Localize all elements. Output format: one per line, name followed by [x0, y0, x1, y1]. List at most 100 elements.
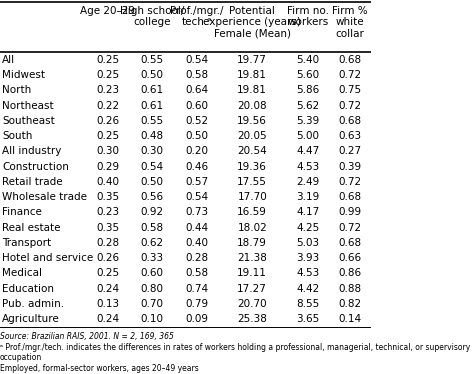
Text: Midwest: Midwest: [2, 70, 45, 80]
Text: 0.60: 0.60: [141, 269, 164, 278]
Text: Employed, formal-sector workers, ages 20–49 years: Employed, formal-sector workers, ages 20…: [0, 364, 199, 373]
Text: 19.77: 19.77: [237, 55, 267, 65]
Text: 0.50: 0.50: [185, 131, 208, 141]
Text: Potential
experience (years)
Female (Mean): Potential experience (years) Female (Mea…: [203, 6, 301, 39]
Text: 5.40: 5.40: [296, 55, 319, 65]
Text: All: All: [2, 55, 15, 65]
Text: 4.53: 4.53: [296, 162, 319, 172]
Text: 0.29: 0.29: [96, 162, 119, 172]
Text: 0.54: 0.54: [141, 162, 164, 172]
Text: 0.68: 0.68: [338, 192, 362, 202]
Text: 0.26: 0.26: [96, 116, 119, 126]
Text: 0.13: 0.13: [96, 299, 119, 309]
Text: 25.38: 25.38: [237, 314, 267, 324]
Text: 0.68: 0.68: [338, 55, 362, 65]
Text: 0.50: 0.50: [141, 70, 164, 80]
Text: 5.86: 5.86: [296, 85, 319, 95]
Text: 0.14: 0.14: [338, 314, 362, 324]
Text: High school/
college: High school/ college: [120, 6, 184, 27]
Text: 0.25: 0.25: [96, 70, 119, 80]
Text: 0.24: 0.24: [96, 314, 119, 324]
Text: 0.26: 0.26: [96, 253, 119, 263]
Text: 20.54: 20.54: [237, 146, 267, 156]
Text: 17.27: 17.27: [237, 283, 267, 294]
Text: South: South: [2, 131, 33, 141]
Text: Prof./mgr./
tech.ᵃ: Prof./mgr./ tech.ᵃ: [170, 6, 223, 27]
Text: Finance: Finance: [2, 207, 42, 217]
Text: 0.44: 0.44: [185, 223, 208, 233]
Text: 2.49: 2.49: [296, 177, 319, 187]
Text: 0.72: 0.72: [338, 223, 362, 233]
Text: 4.42: 4.42: [296, 283, 319, 294]
Text: North: North: [2, 85, 31, 95]
Text: 0.35: 0.35: [96, 192, 119, 202]
Text: 0.23: 0.23: [96, 207, 119, 217]
Text: 0.09: 0.09: [185, 314, 208, 324]
Text: 0.66: 0.66: [338, 253, 362, 263]
Text: 4.53: 4.53: [296, 269, 319, 278]
Text: 0.10: 0.10: [141, 314, 164, 324]
Text: 0.61: 0.61: [141, 85, 164, 95]
Text: 0.61: 0.61: [141, 101, 164, 111]
Text: 0.40: 0.40: [96, 177, 119, 187]
Text: 19.81: 19.81: [237, 85, 267, 95]
Text: 0.30: 0.30: [96, 146, 119, 156]
Text: 0.60: 0.60: [185, 101, 208, 111]
Text: 0.23: 0.23: [96, 85, 119, 95]
Text: 19.36: 19.36: [237, 162, 267, 172]
Text: 0.63: 0.63: [338, 131, 362, 141]
Text: 0.56: 0.56: [141, 192, 164, 202]
Text: ᵃ Prof./mgr./tech. indicates the differences in rates of workers holding a profe: ᵃ Prof./mgr./tech. indicates the differe…: [0, 343, 470, 352]
Text: Pub. admin.: Pub. admin.: [2, 299, 64, 309]
Text: 0.88: 0.88: [338, 283, 362, 294]
Text: 0.24: 0.24: [96, 283, 119, 294]
Text: Firm %
white
collar: Firm % white collar: [332, 6, 368, 39]
Text: 5.03: 5.03: [296, 238, 319, 248]
Text: 19.56: 19.56: [237, 116, 267, 126]
Text: 0.58: 0.58: [185, 269, 208, 278]
Text: Wholesale trade: Wholesale trade: [2, 192, 87, 202]
Text: 0.82: 0.82: [338, 299, 362, 309]
Text: 0.54: 0.54: [185, 192, 208, 202]
Text: 5.39: 5.39: [296, 116, 319, 126]
Text: 0.58: 0.58: [185, 70, 208, 80]
Text: 0.33: 0.33: [141, 253, 164, 263]
Text: 0.46: 0.46: [185, 162, 208, 172]
Text: Hotel and service: Hotel and service: [2, 253, 93, 263]
Text: 0.75: 0.75: [338, 85, 362, 95]
Text: Retail trade: Retail trade: [2, 177, 63, 187]
Text: 20.05: 20.05: [237, 131, 267, 141]
Text: All industry: All industry: [2, 146, 62, 156]
Text: 0.25: 0.25: [96, 131, 119, 141]
Text: 0.40: 0.40: [185, 238, 208, 248]
Text: 0.35: 0.35: [96, 223, 119, 233]
Text: Agriculture: Agriculture: [2, 314, 60, 324]
Text: 0.62: 0.62: [141, 238, 164, 248]
Text: 0.28: 0.28: [96, 238, 119, 248]
Text: Source: Brazilian RAIS, 2001. N = 2, 169, 365: Source: Brazilian RAIS, 2001. N = 2, 169…: [0, 332, 174, 341]
Text: Age 20–29: Age 20–29: [80, 6, 135, 16]
Text: 0.55: 0.55: [141, 55, 164, 65]
Text: 17.55: 17.55: [237, 177, 267, 187]
Text: 0.70: 0.70: [141, 299, 164, 309]
Text: 17.70: 17.70: [237, 192, 267, 202]
Text: 0.72: 0.72: [338, 177, 362, 187]
Text: 0.54: 0.54: [185, 55, 208, 65]
Text: 0.79: 0.79: [185, 299, 208, 309]
Text: 21.38: 21.38: [237, 253, 267, 263]
Text: 20.70: 20.70: [237, 299, 267, 309]
Text: 0.22: 0.22: [96, 101, 119, 111]
Text: 0.80: 0.80: [141, 283, 164, 294]
Text: 0.27: 0.27: [338, 146, 362, 156]
Text: 0.64: 0.64: [185, 85, 208, 95]
Text: Construction: Construction: [2, 162, 69, 172]
Text: 19.11: 19.11: [237, 269, 267, 278]
Text: 0.20: 0.20: [185, 146, 208, 156]
Text: 3.65: 3.65: [296, 314, 319, 324]
Text: 4.25: 4.25: [296, 223, 319, 233]
Text: Southeast: Southeast: [2, 116, 55, 126]
Text: 0.39: 0.39: [338, 162, 362, 172]
Text: 0.48: 0.48: [141, 131, 164, 141]
Text: occupation: occupation: [0, 353, 42, 362]
Text: 0.50: 0.50: [141, 177, 164, 187]
